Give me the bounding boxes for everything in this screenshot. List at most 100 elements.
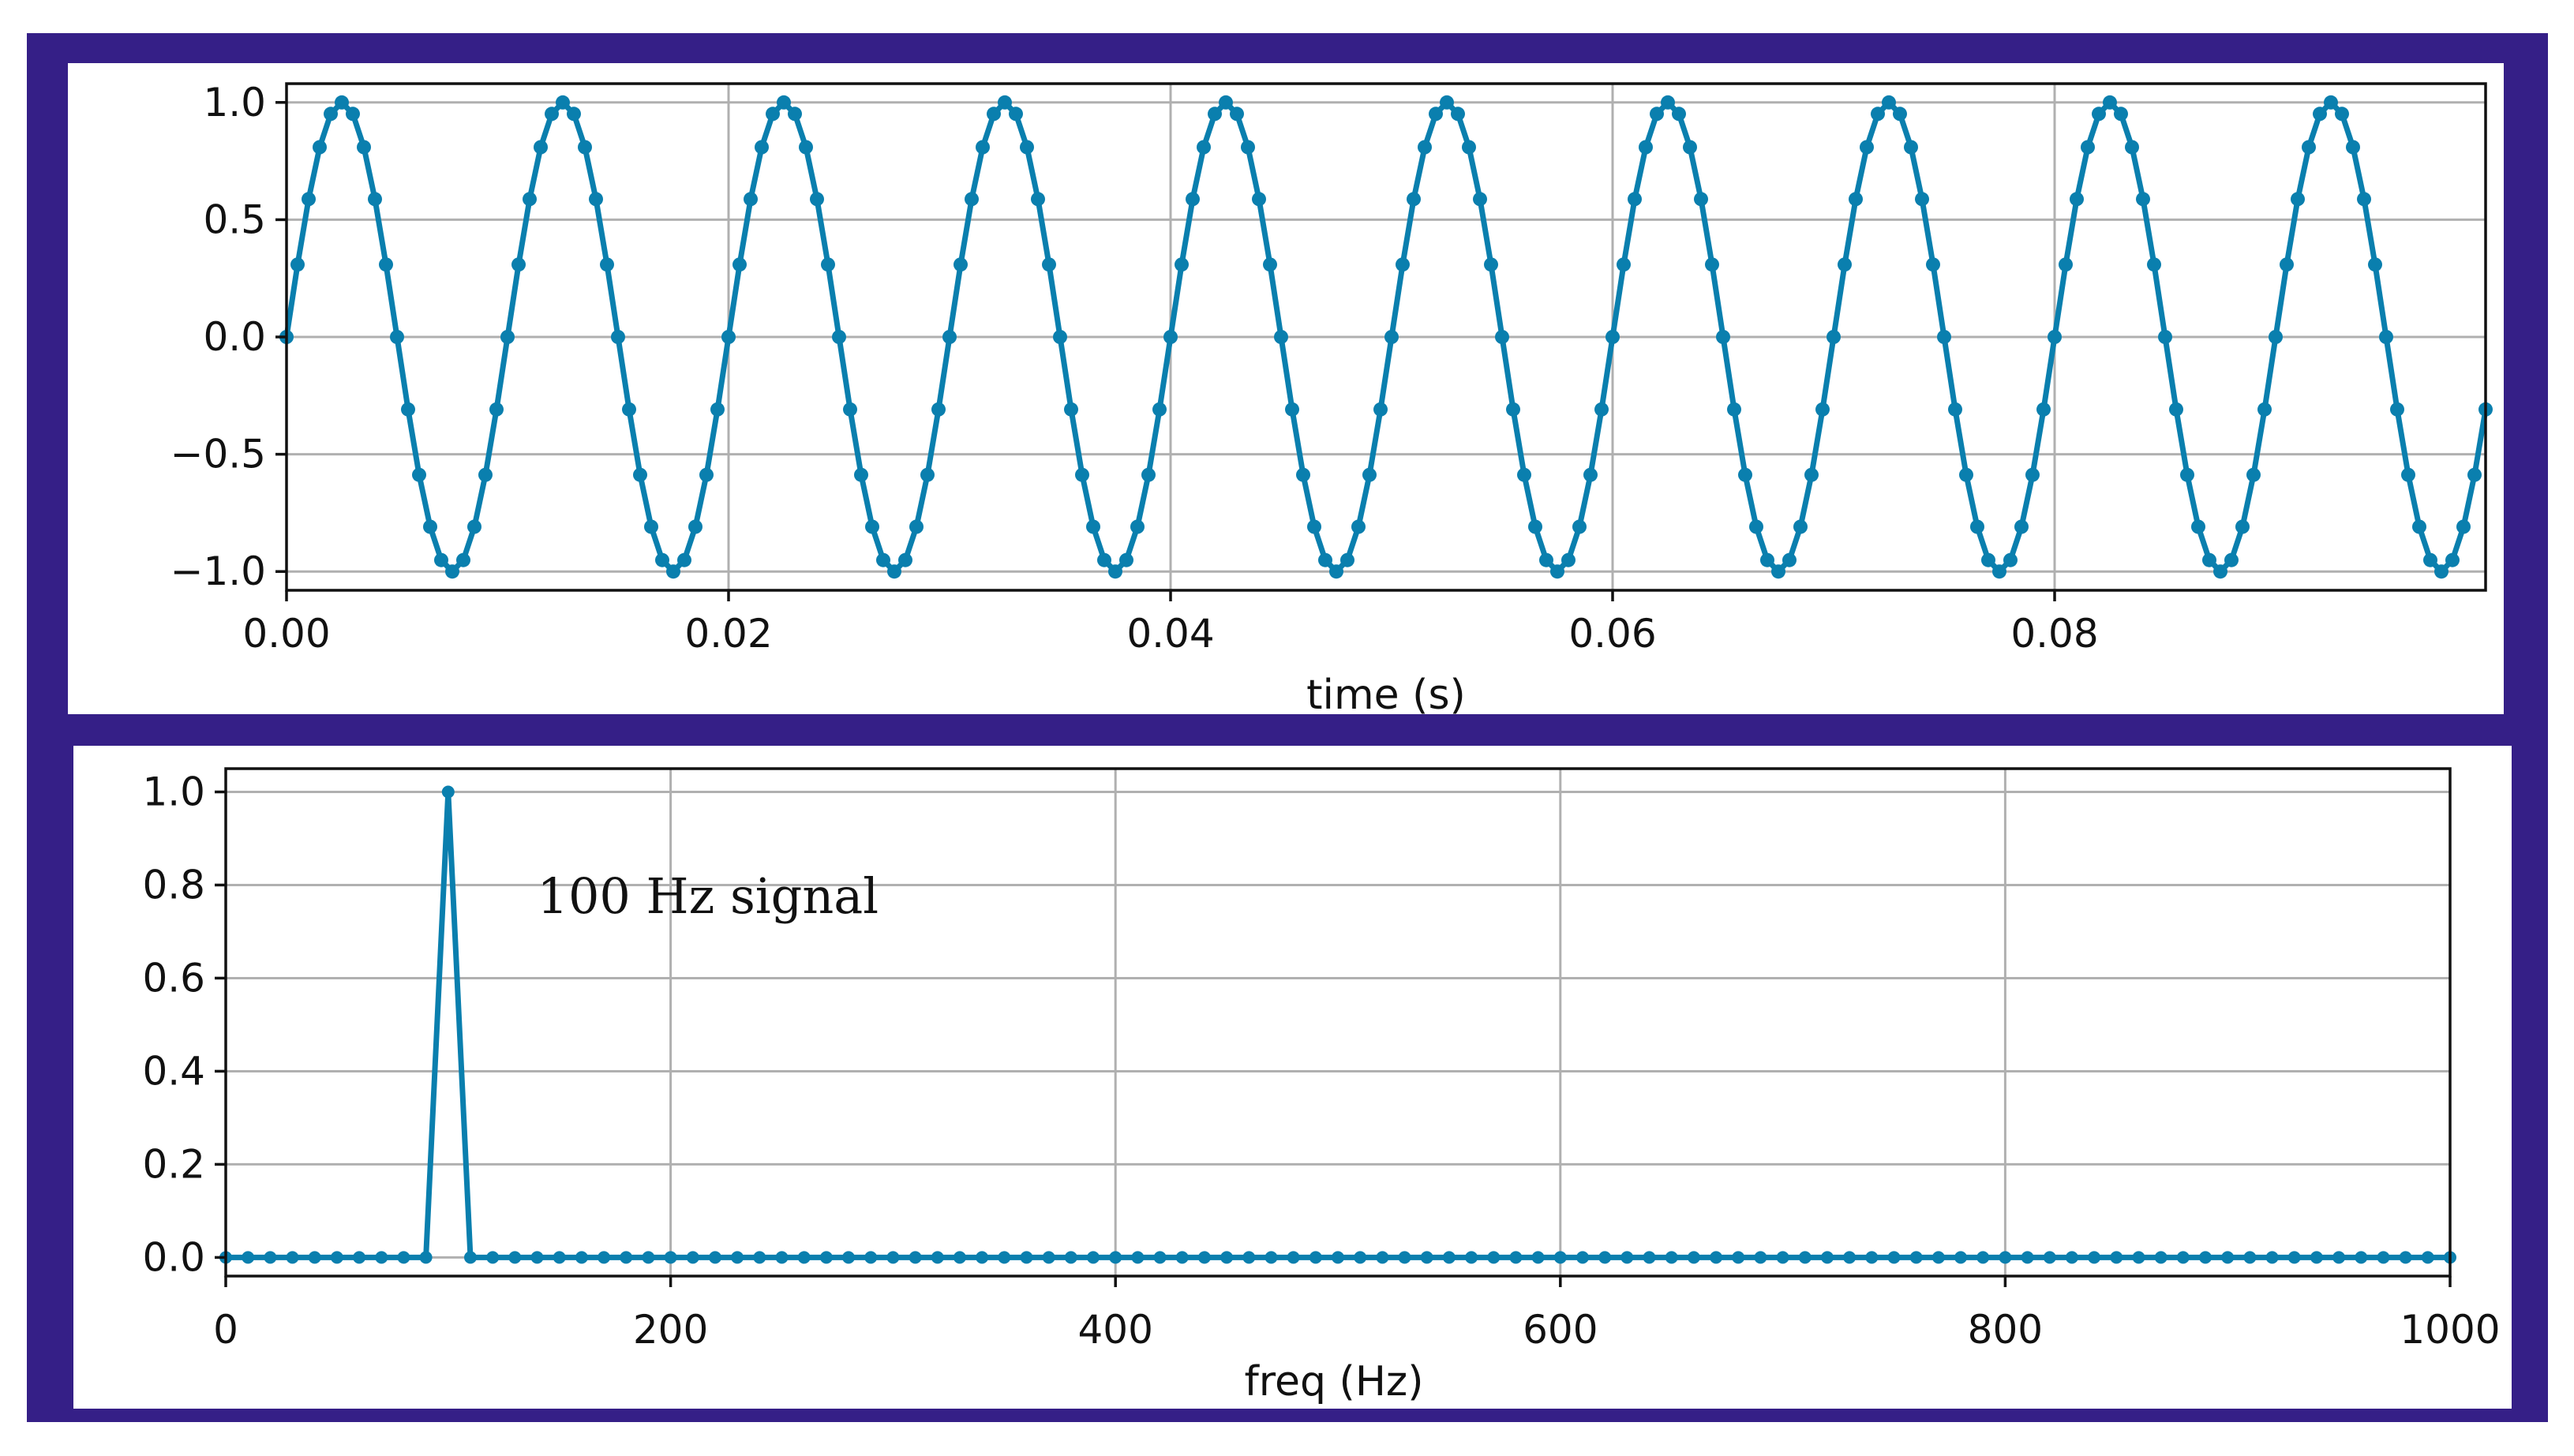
spectrum-point xyxy=(2199,1251,2212,1264)
spectrum-point xyxy=(731,1251,744,1264)
spectrum-point xyxy=(441,785,455,799)
sine-sample-point xyxy=(1130,519,1145,534)
sine-sample-point xyxy=(2213,564,2227,579)
sine-sample-point xyxy=(1274,330,1288,344)
spectrum-point xyxy=(819,1251,833,1264)
sine-sample-point xyxy=(2445,552,2460,567)
y-tick-label: −0.5 xyxy=(170,432,266,477)
sine-sample-point xyxy=(357,140,371,155)
sine-sample-point xyxy=(1694,192,1708,207)
sine-sample-point xyxy=(2059,257,2073,272)
sine-sample-point xyxy=(2169,402,2183,417)
sine-sample-point xyxy=(2368,257,2382,272)
spectrum-point xyxy=(753,1251,766,1264)
spectrum-point xyxy=(1175,1251,1189,1264)
spectrum-point xyxy=(1064,1251,1077,1264)
sine-sample-point xyxy=(556,95,570,110)
sine-sample-point xyxy=(467,519,481,534)
spectrum-point xyxy=(1620,1251,1634,1264)
sine-sample-point xyxy=(1683,140,1697,155)
sine-sample-point xyxy=(390,330,404,344)
spectrum-point xyxy=(1531,1251,1545,1264)
sine-sample-point xyxy=(1252,192,1266,207)
spectrum-point xyxy=(553,1251,566,1264)
sine-sample-point xyxy=(2081,140,2095,155)
sine-sample-point xyxy=(2003,552,2018,567)
spectrum-point xyxy=(2176,1251,2190,1264)
sine-sample-point xyxy=(1617,257,1631,272)
sine-sample-point xyxy=(1550,564,1564,579)
spectrum-point xyxy=(598,1251,611,1264)
sine-sample-point xyxy=(2191,519,2205,534)
sine-sample-point xyxy=(1086,519,1100,534)
sine-sample-point xyxy=(1451,107,1465,122)
sine-sample-point xyxy=(1219,95,1233,110)
sine-sample-point xyxy=(1981,552,1995,567)
sine-sample-point xyxy=(1263,257,1277,272)
sine-sample-point xyxy=(1827,330,1841,344)
spectrum-point xyxy=(2065,1251,2078,1264)
spectrum-point xyxy=(976,1251,989,1264)
sine-sample-point xyxy=(1053,330,1067,344)
sine-sample-point xyxy=(1473,192,1487,207)
spectrum-point xyxy=(1954,1251,1967,1264)
sine-sample-point xyxy=(887,564,901,579)
x-tick-label: 200 xyxy=(633,1307,708,1353)
y-tick-label: 0.8 xyxy=(142,862,205,908)
y-tick-label: 1.0 xyxy=(203,80,266,125)
spectrum-point xyxy=(2332,1251,2346,1264)
spectrum-point xyxy=(1843,1251,1857,1264)
spectrum-point xyxy=(1131,1251,1145,1264)
sine-sample-point xyxy=(710,402,725,417)
x-tick-label: 0.08 xyxy=(2010,611,2098,657)
sine-sample-point xyxy=(2390,402,2404,417)
sine-sample-point xyxy=(2147,257,2161,272)
bottom-panel-background xyxy=(73,746,2512,1409)
spectrum-point xyxy=(931,1251,944,1264)
spectrum-point xyxy=(397,1251,410,1264)
spectrum-point xyxy=(1354,1251,1367,1264)
sine-sample-point xyxy=(1197,140,1211,155)
spectrum-point xyxy=(2132,1251,2145,1264)
sine-sample-point xyxy=(1782,552,1797,567)
x-tick-label: 0.04 xyxy=(1126,611,1214,657)
sine-sample-point xyxy=(324,107,338,122)
spectrum-point xyxy=(2310,1251,2323,1264)
sine-sample-point xyxy=(1042,257,1056,272)
spectrum-point xyxy=(486,1251,500,1264)
sine-sample-point xyxy=(1727,402,1741,417)
spectrum-point xyxy=(2355,1251,2368,1264)
spectrum-point xyxy=(1109,1251,1122,1264)
sine-sample-point xyxy=(2158,330,2172,344)
sine-sample-point xyxy=(942,330,957,344)
sine-sample-point xyxy=(2324,95,2338,110)
sine-sample-point xyxy=(600,257,614,272)
spectrum-point xyxy=(2088,1251,2101,1264)
spectrum-point xyxy=(508,1251,522,1264)
sine-sample-point xyxy=(1119,552,1133,567)
sine-sample-point xyxy=(1970,519,1984,534)
sine-sample-point xyxy=(1075,467,1089,482)
y-tick-label: −1.0 xyxy=(170,548,266,594)
spectrum-point xyxy=(1732,1251,1745,1264)
spectrum-point xyxy=(1976,1251,1990,1264)
sine-sample-point xyxy=(412,467,426,482)
spectrum-point xyxy=(286,1251,299,1264)
spectrum-point xyxy=(1754,1251,1767,1264)
sine-sample-point xyxy=(1418,140,1432,155)
sine-sample-point xyxy=(578,140,592,155)
sine-sample-point xyxy=(1031,192,1045,207)
sine-sample-point xyxy=(1230,107,1244,122)
spectrum-point xyxy=(1465,1251,1478,1264)
spectrum-point xyxy=(1020,1251,1033,1264)
x-tick-label: 600 xyxy=(1523,1307,1598,1353)
sine-sample-point xyxy=(865,519,879,534)
sine-sample-point xyxy=(1351,519,1366,534)
sine-sample-point xyxy=(1097,552,1111,567)
sine-sample-point xyxy=(1484,257,1498,272)
sine-sample-point xyxy=(2467,467,2482,482)
spectrum-point xyxy=(1197,1251,1211,1264)
time-chart-xlabel: time (s) xyxy=(1306,672,1466,719)
spectrum-point xyxy=(2110,1251,2123,1264)
sine-sample-point xyxy=(2180,467,2194,482)
